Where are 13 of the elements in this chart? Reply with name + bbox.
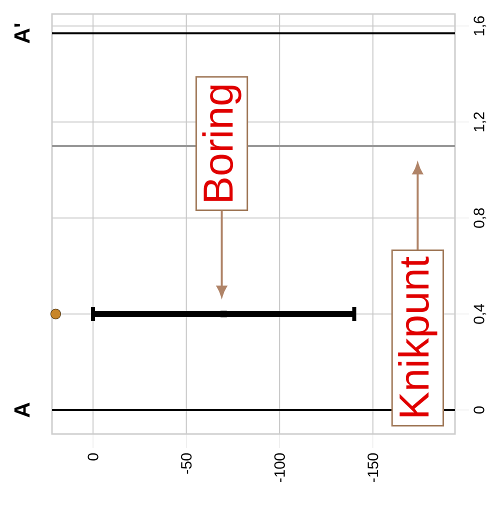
x-tick-label: -100 [274,453,285,482]
x-tick-label: 0 [88,453,98,460]
annotation: Knikpunt [398,256,438,416]
y-tick-label: 0 [474,406,484,414]
ref-line-label: A' [14,24,30,44]
annotation: Boring [202,86,242,201]
y-tick-label: 0,4 [474,304,486,324]
x-tick-label: -50 [181,453,192,474]
x-tick-label: -150 [368,453,378,482]
y-tick-label: 1,2 [474,112,486,132]
ref-line-label: A [14,402,30,418]
y-tick-label: 0,8 [474,208,486,228]
y-tick-label: 1,6 [474,16,486,36]
